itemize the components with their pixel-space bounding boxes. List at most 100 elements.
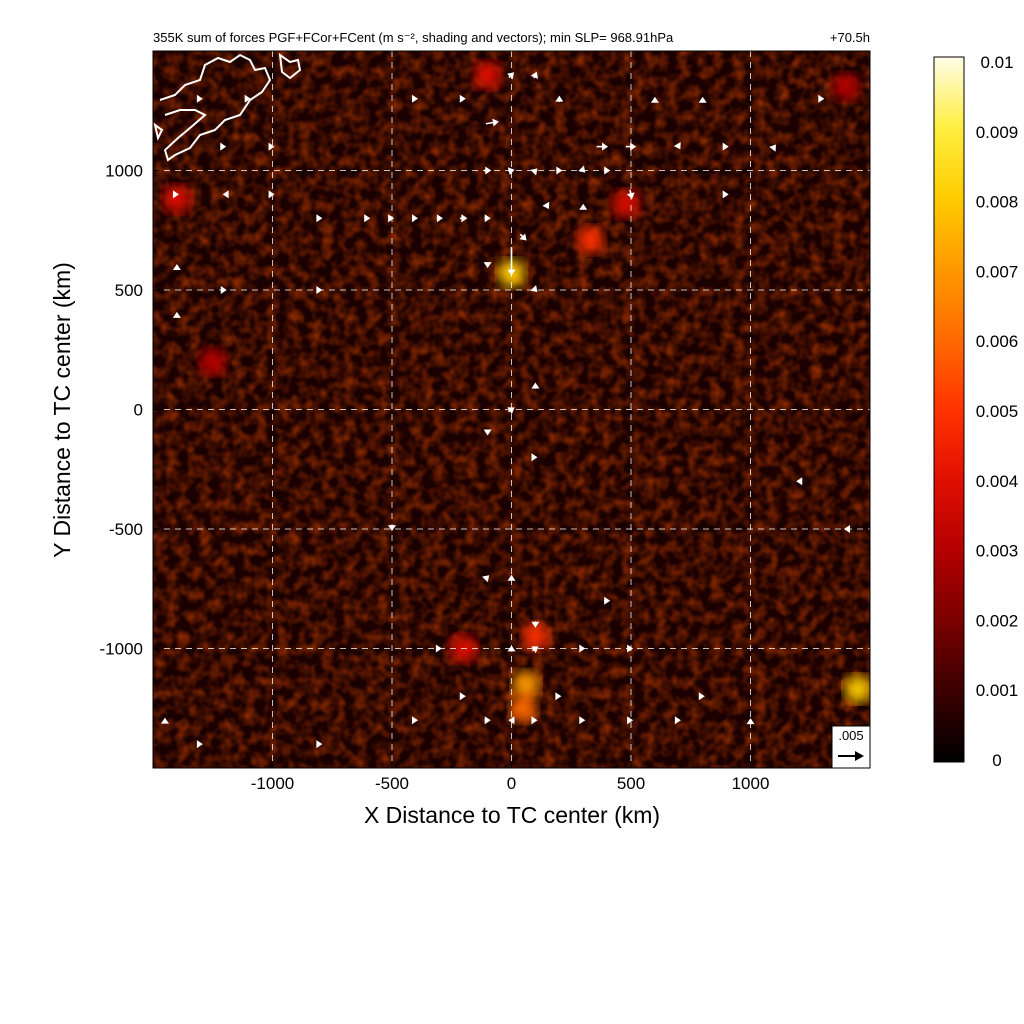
vector-head-53 [531, 621, 540, 628]
vector-57 [484, 716, 491, 725]
vector-head-75 [722, 190, 729, 199]
colorbar-tick-6: 0.004 [976, 472, 1019, 491]
vector-head-65 [196, 740, 203, 749]
vector-53 [531, 621, 540, 628]
reference-vector-box: .005 [831, 725, 871, 769]
vector-head-59 [531, 716, 538, 725]
vector-32 [698, 96, 707, 103]
vector-head-19 [388, 214, 395, 223]
vector-75 [722, 190, 729, 199]
vector-head-13 [578, 165, 586, 173]
vector-3 [596, 142, 609, 151]
vector-head-47 [796, 477, 803, 486]
vector-head-10 [507, 167, 515, 176]
vector-head-14 [604, 166, 611, 175]
vector-16 [460, 214, 468, 223]
vector-head-11 [530, 168, 538, 176]
coastline [153, 52, 302, 162]
vector-8 [555, 95, 564, 102]
vector-67 [411, 716, 418, 725]
vector-head-1 [519, 233, 527, 241]
vector-59 [531, 716, 538, 725]
colorbar-tick-5: 0.005 [976, 402, 1019, 421]
vector-73 [196, 94, 203, 103]
colorbar-tick-8: 0.002 [976, 611, 1019, 630]
vector-0 [507, 247, 516, 276]
vector-21 [316, 214, 323, 223]
vector-head-62 [627, 716, 634, 725]
vector-head-67 [411, 716, 418, 725]
vector-head-60 [555, 692, 562, 701]
x-tick-label-0: -1000 [251, 774, 294, 793]
vector-head-71 [698, 692, 705, 701]
vector-head-45 [483, 429, 492, 436]
vector-61 [579, 716, 586, 725]
vector-33 [411, 94, 418, 103]
y-tick-label-1: 500 [115, 281, 143, 300]
vector-58 [508, 716, 515, 725]
vector-head-48 [844, 525, 851, 533]
chart-title: 355K sum of forces PGF+FCor+FCent (m s⁻²… [153, 30, 674, 45]
vector-head-72 [746, 718, 755, 725]
x-tick-label-3: 500 [617, 774, 645, 793]
colorbar: 0.01 0.009 0.008 0.007 0.006 0.005 0.004 0.003 0… [933, 53, 1019, 770]
vector-60 [555, 692, 562, 701]
vector-head-23 [222, 190, 229, 199]
vector-head-30 [818, 94, 825, 103]
hotspot-3 [844, 675, 870, 704]
vector-38 [530, 285, 538, 293]
vector-25 [542, 201, 550, 209]
y-tick-label-3: -500 [109, 520, 143, 539]
vector-56 [435, 644, 442, 653]
vector-49 [388, 525, 396, 532]
vector-39 [172, 264, 181, 271]
vector-head-69 [579, 644, 586, 653]
vector-47 [796, 477, 803, 486]
vector-head-21 [316, 214, 323, 223]
vector-head-32 [698, 96, 707, 103]
vector-15 [436, 214, 443, 223]
vector-head-44 [531, 382, 540, 389]
vector-head-15 [436, 214, 443, 223]
vector-1 [519, 233, 527, 241]
vector-head-55 [507, 645, 516, 652]
vector-head-20 [364, 214, 371, 223]
vector-head-7 [530, 71, 539, 79]
x-tick-label-1: -500 [375, 774, 409, 793]
colorbar-tick-7: 0.003 [976, 542, 1019, 561]
vector-71 [698, 692, 705, 701]
vector-23 [222, 190, 229, 199]
vector-70 [627, 644, 634, 653]
vector-40 [220, 286, 227, 294]
vector-20 [364, 214, 371, 223]
reference-vector-label: .005 [838, 728, 863, 743]
vector-34 [459, 94, 466, 103]
vector-head-58 [508, 716, 515, 725]
vector-head-35 [220, 142, 227, 151]
vector-24 [172, 190, 179, 199]
vector-41 [316, 286, 323, 294]
vector-head-33 [411, 94, 418, 103]
y-tick-label-2: 0 [134, 401, 143, 420]
hotspots [162, 60, 870, 723]
vector-45 [483, 429, 492, 436]
vector-64 [316, 740, 323, 749]
vector-head-31 [650, 96, 659, 103]
vector-54 [531, 646, 539, 654]
vector-head-8 [555, 95, 564, 102]
vector-26 [579, 203, 588, 210]
vector-17 [484, 214, 491, 223]
vector-head-2 [492, 118, 499, 127]
x-tick-label-2: 0 [507, 774, 516, 793]
time-label: +70.5h [830, 30, 870, 45]
hotspot-2 [509, 694, 538, 723]
vector-50 [603, 596, 611, 605]
vector-42 [172, 311, 181, 318]
vector-head-38 [530, 285, 538, 293]
vector-43 [507, 407, 515, 415]
vector-2 [485, 118, 499, 127]
hotspot-6 [612, 189, 641, 218]
vector-31 [650, 96, 659, 103]
vector-head-28 [722, 142, 729, 151]
